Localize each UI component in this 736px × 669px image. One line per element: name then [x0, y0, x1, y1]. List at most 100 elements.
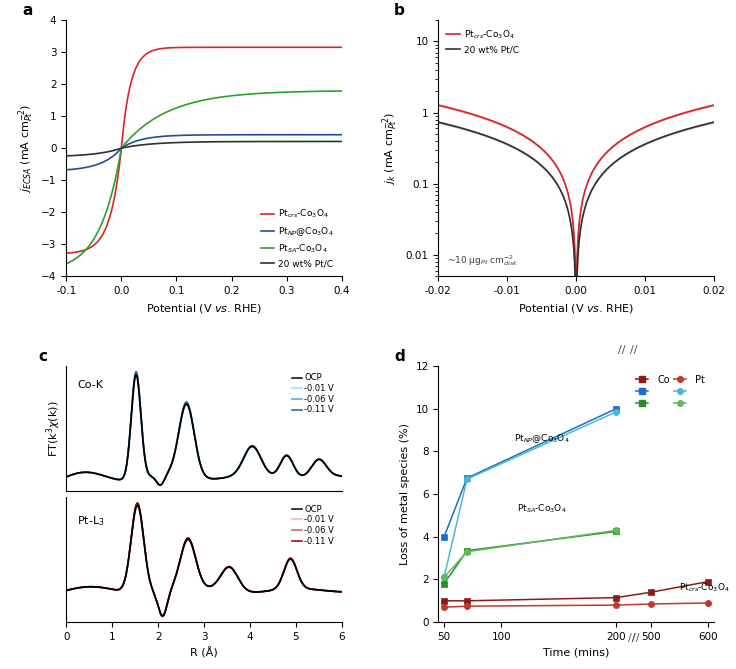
Line: Pt$_{SA}$-Co$_3$O$_4$: Pt$_{SA}$-Co$_3$O$_4$ — [66, 91, 342, 264]
-0.11 V — [158, 613, 167, 621]
Text: a: a — [22, 3, 32, 18]
OCP — [62, 587, 71, 595]
Line: -0.06 V: -0.06 V — [66, 504, 342, 616]
-0.11 V — [330, 470, 339, 478]
OCP — [337, 472, 346, 480]
20 wt% Pt/C — [93, 149, 102, 157]
20 wt% Pt/C — [110, 147, 118, 155]
Pt$_{NP}$@Co$_3$O$_4$ — [62, 166, 71, 174]
Pt$_{NP}$@Co$_3$O$_4$ — [337, 130, 346, 138]
20 wt% Pt/C — [701, 120, 710, 128]
-0.11 V — [76, 468, 85, 476]
-0.01 V — [279, 454, 288, 462]
Line: -0.01 V: -0.01 V — [66, 504, 342, 616]
Text: Pt$_{crs}$-Co$_3$O$_4$: Pt$_{crs}$-Co$_3$O$_4$ — [679, 581, 730, 593]
Line: 20 wt% Pt/C: 20 wt% Pt/C — [66, 141, 342, 156]
-0.01 V — [337, 472, 346, 480]
-0.01 V — [330, 587, 339, 595]
Pt$_{SA}$-Co$_3$O$_4$ — [168, 106, 177, 114]
OCP — [330, 470, 339, 478]
-0.06 V — [132, 369, 141, 377]
20 wt% Pt/C — [687, 124, 696, 132]
Legend: OCP, -0.01 V, -0.06 V, -0.11 V: OCP, -0.01 V, -0.06 V, -0.11 V — [289, 370, 338, 418]
OCP — [330, 470, 339, 478]
-0.01 V — [132, 370, 141, 378]
Line: 20 wt% Pt/C: 20 wt% Pt/C — [439, 122, 714, 379]
20 wt% Pt/C — [434, 118, 443, 126]
X-axis label: Potential (V $vs$. RHE): Potential (V $vs$. RHE) — [146, 302, 262, 314]
-0.01 V — [330, 470, 339, 478]
-0.06 V — [330, 587, 339, 595]
Pt$_{NP}$@Co$_3$O$_4$ — [332, 130, 341, 138]
OCP — [189, 545, 198, 553]
-0.06 V — [279, 568, 288, 576]
-0.01 V — [279, 568, 288, 576]
-0.06 V — [196, 461, 205, 469]
Text: //: // — [628, 633, 636, 643]
-0.01 V — [76, 583, 85, 591]
OCP — [196, 461, 205, 469]
Pt$_{SA}$-Co$_3$O$_4$ — [93, 228, 102, 236]
20 wt% Pt/C — [62, 152, 71, 160]
Line: OCP: OCP — [66, 375, 342, 485]
20 wt% Pt/C — [710, 118, 718, 126]
-0.01 V — [156, 481, 165, 489]
OCP — [189, 424, 198, 432]
Pt$_{SA}$-Co$_3$O$_4$ — [302, 88, 311, 96]
20 wt% Pt/C — [572, 375, 581, 383]
-0.11 V — [196, 571, 205, 579]
-0.01 V — [62, 473, 71, 481]
Line: -0.06 V: -0.06 V — [66, 373, 342, 485]
Text: c: c — [39, 349, 48, 364]
OCP — [158, 611, 167, 619]
Pt$_{crs}$-Co$_3$O$_4$ — [434, 101, 443, 109]
-0.06 V — [62, 473, 71, 481]
Line: -0.11 V: -0.11 V — [66, 372, 342, 485]
Pt$_{SA}$-Co$_3$O$_4$ — [110, 181, 118, 189]
-0.01 V — [337, 588, 346, 596]
OCP — [62, 473, 71, 481]
Text: //: // — [630, 345, 637, 355]
-0.06 V — [196, 571, 205, 579]
Text: b: b — [394, 3, 405, 18]
Line: Pt$_{crs}$-Co$_3$O$_4$: Pt$_{crs}$-Co$_3$O$_4$ — [66, 47, 342, 253]
-0.06 V — [189, 545, 198, 553]
-0.01 V — [158, 612, 167, 620]
Text: ~10 μg$_{Pt}$ cm$^{-2}_{disk}$: ~10 μg$_{Pt}$ cm$^{-2}_{disk}$ — [447, 253, 518, 268]
20 wt% Pt/C — [565, 211, 573, 219]
-0.06 V — [279, 454, 288, 462]
Text: d: d — [394, 349, 405, 364]
-0.11 V — [330, 587, 339, 595]
X-axis label: Potential (V $vs$. RHE): Potential (V $vs$. RHE) — [518, 302, 634, 314]
-0.11 V — [337, 472, 346, 480]
Y-axis label: FT(k$^3$$\chi$(k)): FT(k$^3$$\chi$(k)) — [45, 400, 63, 457]
Pt$_{crs}$-Co$_3$O$_4$ — [572, 358, 581, 366]
-0.11 V — [156, 481, 165, 489]
OCP — [156, 481, 165, 489]
Line: Pt$_{crs}$-Co$_3$O$_4$: Pt$_{crs}$-Co$_3$O$_4$ — [439, 105, 714, 362]
OCP — [337, 588, 346, 596]
-0.11 V — [189, 545, 198, 553]
-0.11 V — [62, 587, 71, 595]
Pt$_{NP}$@Co$_3$O$_4$ — [302, 130, 311, 138]
-0.06 V — [76, 468, 85, 476]
Pt$_{SA}$-Co$_3$O$_4$ — [62, 260, 71, 268]
Pt$_{crs}$-Co$_3$O$_4$ — [168, 43, 177, 52]
Y-axis label: $j_k$ (mA cm$^{-2}_{Pt}$): $j_k$ (mA cm$^{-2}_{Pt}$) — [381, 112, 400, 185]
-0.11 V — [132, 368, 141, 376]
Pt$_{crs}$-Co$_3$O$_4$ — [332, 43, 341, 52]
20 wt% Pt/C — [168, 138, 177, 147]
Pt$_{SA}$-Co$_3$O$_4$ — [180, 101, 188, 109]
Pt$_{crs}$-Co$_3$O$_4$ — [302, 43, 311, 52]
Pt$_{NP}$@Co$_3$O$_4$ — [110, 151, 118, 159]
Pt$_{crs}$-Co$_3$O$_4$ — [687, 106, 696, 114]
Legend: Co, , , Pt, , : Co, , , Pt, , — [631, 371, 709, 413]
-0.06 V — [76, 583, 85, 591]
-0.06 V — [133, 500, 142, 508]
20 wt% Pt/C — [634, 143, 643, 151]
-0.01 V — [196, 461, 205, 469]
-0.06 V — [62, 587, 71, 595]
Pt$_{crs}$-Co$_3$O$_4$ — [550, 159, 559, 167]
-0.06 V — [337, 472, 346, 480]
Pt$_{crs}$-Co$_3$O$_4$ — [701, 103, 710, 111]
